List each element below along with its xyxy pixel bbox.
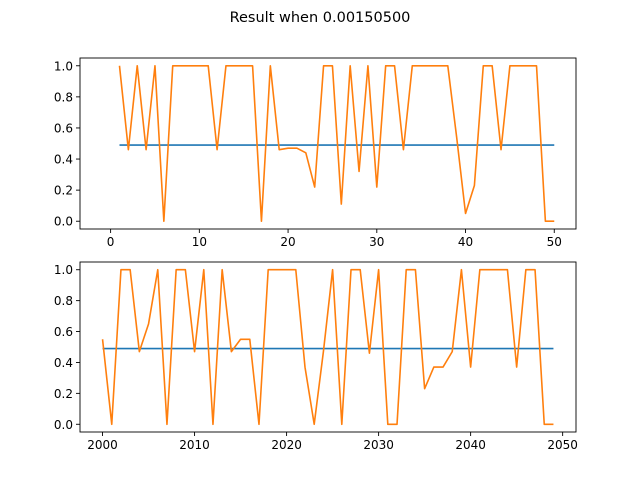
bottom-x-tick-label: 2020 bbox=[271, 438, 302, 452]
bottom-y-tick-label: 0.4 bbox=[54, 356, 73, 370]
top-y-tick-label: 0.6 bbox=[54, 121, 73, 135]
bottom-y-tick-label: 1.0 bbox=[54, 263, 73, 277]
bottom-y-tick-label: 0.2 bbox=[54, 387, 73, 401]
top-y-tick-label: 0.4 bbox=[54, 153, 73, 167]
bottom-y-tick-label: 0.6 bbox=[54, 325, 73, 339]
top-y-tick-label: 0.2 bbox=[54, 184, 73, 198]
bottom-x-tick-label: 2040 bbox=[455, 438, 486, 452]
bottom-axes-frame bbox=[79, 261, 577, 433]
bottom-x-tick-label: 2050 bbox=[547, 438, 578, 452]
top-x-tick-label: 20 bbox=[280, 235, 295, 249]
top-y-tick-label: 1.0 bbox=[54, 59, 73, 73]
top-series-line-1 bbox=[118, 64, 555, 223]
top-x-tick-label: 30 bbox=[369, 235, 384, 249]
top-x-tick-label: 10 bbox=[192, 235, 207, 249]
top-x-tick-label: 0 bbox=[107, 235, 115, 249]
top-axes-frame bbox=[79, 57, 577, 230]
bottom-y-tick-label: 0.0 bbox=[54, 418, 73, 432]
bottom-axes: 2000 2010 2020 2030 2040 2050 0.0 0.2 0.4 0.6 0.8 1… bbox=[54, 261, 578, 452]
bottom-series-line-1 bbox=[101, 268, 554, 426]
top-y-tick-label: 0.8 bbox=[54, 90, 73, 104]
bottom-x-tick-label: 2010 bbox=[179, 438, 210, 452]
bottom-x-tick-label: 2000 bbox=[87, 438, 118, 452]
top-x-tick-label: 40 bbox=[458, 235, 473, 249]
top-x-tick-label: 50 bbox=[547, 235, 562, 249]
top-axes: 0 10 20 30 40 50 0.0 0.2 0.4 0.6 0.8 1.0 bbox=[54, 57, 577, 249]
bottom-x-tick-label: 2030 bbox=[363, 438, 394, 452]
figure-suptitle: Result when 0.00150500 bbox=[230, 10, 411, 26]
bottom-y-tick-label: 0.8 bbox=[54, 294, 73, 308]
top-y-tick-label: 0.0 bbox=[54, 215, 73, 229]
